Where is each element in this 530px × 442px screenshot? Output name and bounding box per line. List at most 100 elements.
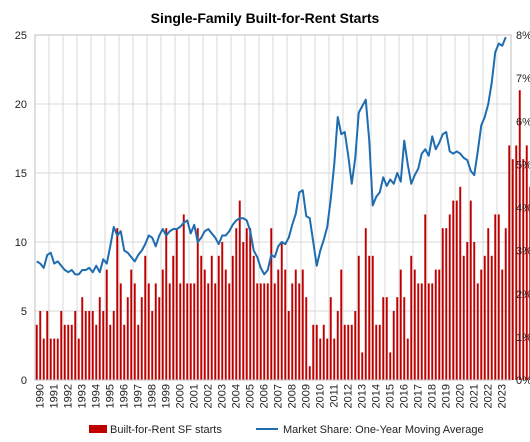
y-right-tick-label: 0% [516, 375, 530, 387]
bar [466, 242, 469, 380]
bar [525, 145, 528, 380]
plot-frame [34, 34, 512, 381]
legend-swatch-starts [89, 425, 107, 433]
bar [81, 297, 84, 380]
x-tick-label: 2006 [259, 384, 271, 408]
bar [378, 324, 381, 380]
bar [385, 297, 388, 380]
bar [151, 311, 154, 380]
x-tick-label: 1994 [91, 384, 103, 408]
bar [336, 311, 339, 380]
x-tick-label: 2009 [301, 384, 313, 408]
bar [119, 283, 122, 380]
bar [140, 297, 143, 380]
bar [392, 311, 395, 380]
bar [403, 297, 406, 380]
x-tick-label: 1997 [133, 384, 145, 408]
y-left-tick-label: 5 [21, 306, 27, 318]
x-tick-label: 1992 [63, 384, 75, 408]
bar [354, 311, 357, 380]
x-tick-label: 1993 [77, 384, 89, 408]
bar [91, 311, 94, 380]
x-tick-label: 1995 [105, 384, 117, 408]
bar [56, 338, 59, 380]
bar [238, 200, 241, 380]
bar [504, 228, 507, 380]
bar [196, 228, 199, 380]
bar [343, 324, 346, 380]
bar [158, 297, 161, 380]
x-tick-label: 1991 [49, 384, 61, 408]
bar [161, 269, 164, 380]
bar [231, 255, 234, 380]
bar [518, 90, 521, 380]
y-right-tick-label: 5% [516, 159, 530, 171]
bar [448, 214, 451, 380]
x-tick-label: 2016 [399, 384, 411, 408]
bar [245, 228, 248, 380]
bar [221, 242, 224, 380]
x-tick-label: 2015 [385, 384, 397, 408]
bar [175, 228, 178, 380]
bar [53, 338, 56, 380]
bar [116, 228, 119, 380]
bar [277, 269, 280, 380]
y-right-tick-label: 2% [516, 289, 530, 301]
bar [210, 255, 213, 380]
y-left-tick-label: 25 [15, 30, 27, 42]
bar [200, 255, 203, 380]
bar [483, 255, 486, 380]
bar [420, 283, 423, 380]
y-axis-left: 0 5 10 15 20 25 [15, 30, 27, 387]
bar [39, 311, 42, 380]
bar [462, 255, 465, 380]
y-right-tick-label: 8% [516, 30, 530, 42]
bar [263, 283, 266, 380]
bar [298, 283, 301, 380]
y-left-tick-label: 20 [15, 99, 27, 111]
bar [203, 269, 206, 380]
bar [63, 324, 66, 380]
bar [431, 283, 434, 380]
x-tick-label: 1998 [147, 384, 159, 408]
bar [95, 324, 98, 380]
bar [452, 200, 455, 380]
bar [368, 255, 371, 380]
bar [88, 311, 91, 380]
bar [228, 283, 231, 380]
bar [445, 228, 448, 380]
bar [508, 145, 511, 380]
legend: Built-for-Rent SF starts Market Share: O… [89, 424, 484, 436]
bar [235, 228, 238, 380]
legend-label-starts: Built-for-Rent SF starts [110, 424, 222, 436]
y-left-tick-label: 15 [15, 168, 27, 180]
bar [259, 283, 262, 380]
x-tick-label: 2018 [427, 384, 439, 408]
bar [522, 159, 525, 380]
bar [438, 269, 441, 380]
x-tick-label: 2008 [287, 384, 299, 408]
bar [207, 283, 210, 380]
bar [144, 255, 147, 380]
bar [476, 283, 479, 380]
bar [224, 269, 227, 380]
bar [424, 214, 427, 380]
bar [511, 159, 514, 380]
bar [182, 214, 185, 380]
bar [382, 297, 385, 380]
bar [70, 324, 73, 380]
y-axis-right: 0% 1% 2% 3% 4% 5% 6% 7% 8% [516, 30, 530, 387]
bar [266, 283, 269, 380]
bar [371, 255, 374, 380]
bar [193, 283, 196, 380]
bar [315, 324, 318, 380]
bar [172, 255, 175, 380]
bar [473, 242, 476, 380]
bar [109, 324, 112, 380]
x-tick-label: 2022 [483, 384, 495, 408]
market-share-line [36, 36, 507, 276]
bar [389, 352, 392, 380]
x-tick-label: 2013 [357, 384, 369, 408]
bar [252, 255, 255, 380]
y-right-tick-label: 4% [516, 203, 530, 215]
